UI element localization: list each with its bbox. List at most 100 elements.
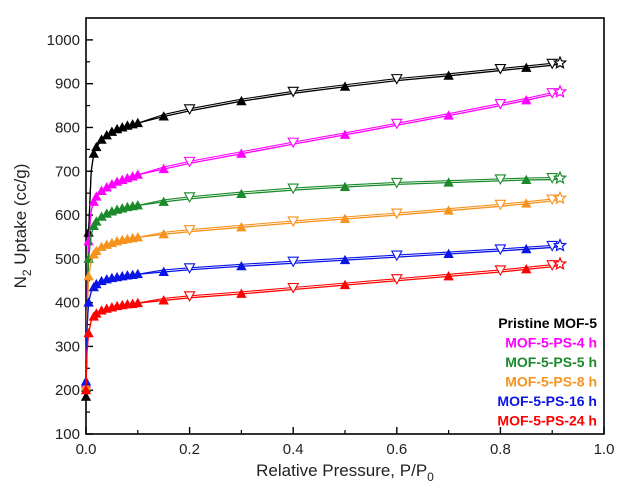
desorption-marker [494, 265, 507, 277]
y-tick-label: 500 [55, 251, 80, 268]
y-tick-label: 700 [55, 163, 80, 180]
adsorption-line [85, 198, 561, 386]
series-3 [80, 190, 568, 390]
desorption-marker [390, 208, 403, 220]
adsorption-marker [236, 95, 247, 106]
adsorption-marker [339, 213, 351, 223]
adsorption-marker [443, 70, 454, 80]
y-tick-label: 300 [55, 338, 80, 355]
desorption-marker [494, 244, 507, 256]
x-axis-title: Relative Pressure, P/P0 [256, 461, 434, 484]
y-axis-title: N2 Uptake (cc/g) [11, 164, 34, 289]
adsorption-marker [158, 266, 169, 276]
adsorption-marker [158, 163, 169, 174]
adsorption-marker [443, 177, 454, 187]
adsorption-marker [236, 221, 247, 232]
adsorption-marker [83, 327, 94, 338]
desorption-marker [390, 274, 403, 285]
adsorption-marker [132, 268, 143, 279]
end-star-marker [552, 238, 568, 252]
desorption-line [85, 244, 561, 382]
adsorption-marker [236, 148, 247, 158]
desorption-line [85, 61, 561, 397]
adsorption-marker [132, 297, 143, 308]
desorption-marker [494, 174, 507, 186]
adsorption-marker [236, 260, 247, 271]
legend-entry: Pristine MOF-5 [498, 315, 597, 331]
adsorption-marker [521, 264, 532, 274]
legend-entry: MOF-5-PS-4 h [505, 335, 597, 351]
desorption-marker [287, 86, 300, 98]
desorption-line [85, 176, 561, 389]
desorption-marker [287, 183, 300, 195]
adsorption-marker [443, 110, 454, 120]
adsorption-marker [132, 200, 143, 210]
adsorption-marker [521, 174, 532, 185]
x-tick-label: 0.0 [76, 441, 97, 458]
adsorption-marker [443, 271, 454, 281]
adsorption-marker [132, 169, 143, 179]
y-tick-label: 900 [55, 76, 80, 93]
desorption-marker [183, 225, 196, 236]
y-tick-label: 100 [55, 426, 80, 443]
desorption-marker [287, 282, 300, 294]
adsorption-marker [339, 254, 351, 265]
adsorption-marker [443, 205, 454, 215]
adsorption-marker [83, 297, 94, 307]
desorption-marker [390, 74, 403, 85]
adsorption-line [85, 245, 561, 382]
series-4 [80, 238, 568, 386]
adsorption-marker [339, 81, 351, 91]
y-tick-label: 800 [55, 119, 80, 136]
x-tick-label: 0.2 [179, 441, 200, 458]
end-star-marker [552, 55, 568, 70]
x-tick-label: 1.0 [594, 441, 615, 458]
desorption-marker [287, 256, 300, 268]
desorption-marker [287, 216, 300, 228]
plot-frame [85, 17, 605, 435]
legend-entry: MOF-5-PS-5 h [505, 354, 597, 370]
adsorption-line [85, 63, 561, 397]
adsorption-marker [91, 191, 102, 201]
desorption-marker [183, 263, 196, 274]
adsorption-marker [88, 148, 99, 158]
adsorption-marker [443, 248, 454, 259]
adsorption-marker [83, 271, 94, 281]
axis-ticks: 0.0 0.2 0.4 0.6 0.8 1.0 100 200 300 400 500 600 700 8… [47, 32, 615, 458]
adsorption-marker [158, 196, 169, 206]
y-tick-label: 1000 [47, 32, 80, 49]
desorption-marker [494, 199, 507, 211]
legend-entry: MOF-5-PS-24 h [497, 413, 597, 429]
series-layer [80, 55, 568, 401]
desorption-marker [390, 118, 403, 130]
end-star-marker [552, 170, 568, 185]
series-5 [80, 256, 568, 395]
adsorption-marker [236, 288, 247, 298]
adsorption-line [85, 178, 561, 389]
desorption-marker [390, 250, 403, 262]
desorption-marker [183, 192, 196, 203]
desorption-marker [494, 63, 507, 75]
legend: Pristine MOF-5 MOF-5-PS-4 h MOF-5-PS-5 h MO… [497, 315, 597, 429]
adsorption-marker [339, 181, 351, 192]
desorption-marker [183, 156, 196, 168]
end-star-marker [552, 84, 568, 98]
adsorption-marker [521, 243, 532, 254]
desorption-marker [183, 104, 196, 115]
adsorption-marker [158, 228, 169, 239]
x-tick-label: 0.4 [283, 441, 304, 458]
legend-entry: MOF-5-PS-8 h [505, 374, 597, 390]
adsorption-marker [91, 216, 102, 226]
series-0 [80, 55, 568, 401]
adsorption-marker [521, 62, 532, 72]
desorption-line [85, 90, 561, 384]
series-1 [80, 84, 568, 388]
adsorption-marker [158, 111, 169, 121]
desorption-marker [390, 177, 403, 189]
adsorption-marker [236, 188, 247, 199]
adsorption-marker [339, 279, 351, 290]
adsorption-marker [88, 196, 99, 206]
adsorption-marker [158, 295, 169, 305]
desorption-marker [287, 137, 300, 149]
